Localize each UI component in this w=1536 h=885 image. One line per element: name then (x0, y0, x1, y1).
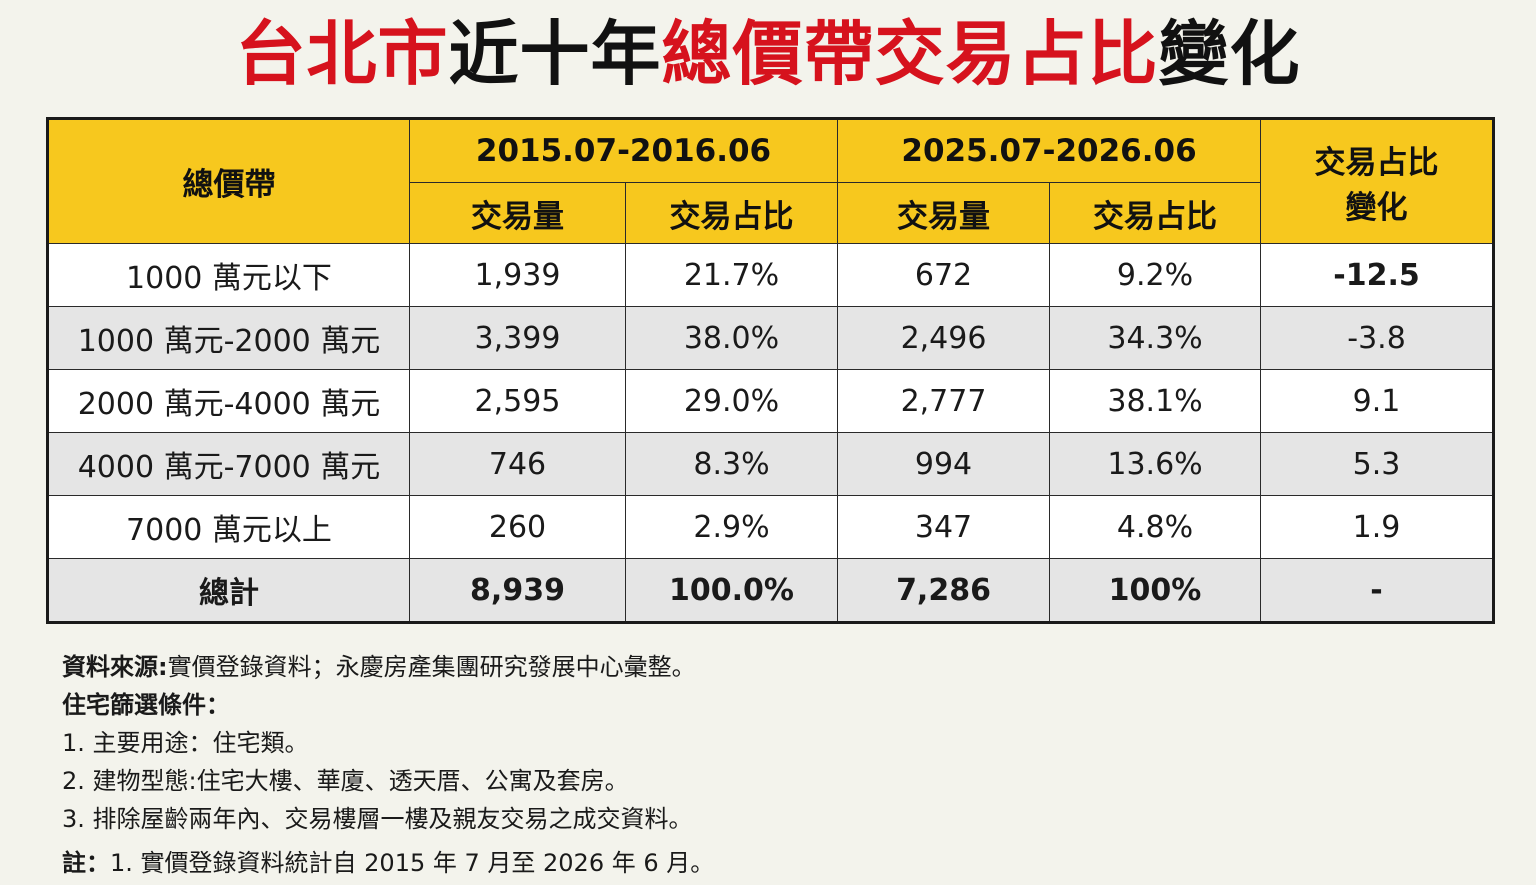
table-row: 7000 萬元以上 260 2.9% 347 4.8% 1.9 (47, 495, 1495, 559)
volume-cell: 672 (837, 243, 1051, 307)
share-cell: 9.2% (1049, 243, 1262, 307)
price-band-cell: 1000 萬元-2000 萬元 (47, 306, 410, 370)
notes-section: 資料來源:實價登錄資料；永慶房產集團研究發展中心彙整。 住宅篩選條件： 1. 主… (62, 648, 714, 882)
share-cell: 2.9% (624, 495, 839, 559)
header-row-2: 交易量 交易占比 交易量 交易占比 (48, 182, 1494, 244)
price-band-cell: 7000 萬元以上 (47, 495, 410, 559)
total-share-cell: 100.0% (624, 558, 839, 623)
volume-cell: 347 (837, 495, 1051, 559)
remark-text: 1. 實價登錄資料統計自 2015 年 7 月至 2026 年 6 月。 (110, 849, 715, 877)
period-1-header: 2015.07-2016.06 (408, 118, 839, 183)
volume-cell: 260 (409, 495, 626, 559)
share-cell: 4.8% (1049, 495, 1262, 559)
price-band-table: 總價帶 2015.07-2016.06 2025.07-2026.06 交易占比… (46, 117, 1496, 624)
criteria-item: 1. 主要用途：住宅類。 (62, 729, 309, 757)
price-band-cell: 2000 萬元-4000 萬元 (47, 369, 410, 433)
total-row: 總計 8,939 100.0% 7,286 100% - (47, 558, 1495, 623)
share-change-header: 交易占比 變化 (1260, 118, 1495, 244)
share-cell: 8.3% (624, 432, 839, 496)
share-cell: 34.3% (1049, 306, 1262, 370)
title-part-4: 變化 (1158, 13, 1301, 95)
criteria-item: 3. 排除屋齡兩年內、交易樓層一樓及親友交易之成交資料。 (62, 805, 693, 833)
share-change-header-line2: 變化 (1345, 189, 1408, 226)
share-change-cell: 9.1 (1260, 369, 1495, 433)
source-line: 資料來源:實價登錄資料；永慶房產集團研究發展中心彙整。 (62, 648, 714, 686)
header-row-1: 總價帶 2015.07-2016.06 2025.07-2026.06 交易占比… (47, 118, 1495, 244)
share-cell: 38.1% (1049, 369, 1262, 433)
remark-label: 註： (62, 849, 110, 877)
volume-cell: 994 (837, 432, 1051, 496)
total-volume-cell: 8,939 (409, 558, 626, 623)
period-2-header: 2025.07-2026.06 (837, 118, 1262, 183)
total-share-cell: 100% (1049, 558, 1262, 623)
share-change-header-line1: 交易占比 (1314, 144, 1439, 181)
period-1-volume-header: 交易量 (409, 182, 626, 244)
table-row: 2000 萬元-4000 萬元 2,595 29.0% 2,777 38.1% … (47, 369, 1495, 433)
total-change-cell: - (1260, 558, 1495, 623)
total-label-cell: 總計 (47, 558, 410, 623)
share-change-cell: -3.8 (1260, 306, 1495, 370)
share-change-cell: 5.3 (1260, 432, 1495, 496)
title-part-2: 近十年 (448, 13, 662, 95)
period-2-volume-header: 交易量 (837, 182, 1051, 244)
remark-line: 註：1. 實價登錄資料統計自 2015 年 7 月至 2026 年 6 月。 (62, 844, 714, 882)
source-label: 資料來源: (62, 653, 168, 681)
share-change-cell: -12.5 (1260, 243, 1495, 307)
source-text: 實價登錄資料；永慶房產集團研究發展中心彙整。 (167, 653, 696, 681)
price-band-header: 總價帶 (47, 118, 410, 244)
share-cell: 29.0% (624, 369, 839, 433)
volume-cell: 3,399 (409, 306, 626, 370)
share-cell: 13.6% (1049, 432, 1262, 496)
volume-cell: 2,777 (837, 369, 1051, 433)
share-cell: 21.7% (624, 243, 839, 307)
criteria-label: 住宅篩選條件： (62, 691, 230, 719)
table-row: 1000 萬元以下 1,939 21.7% 672 9.2% -12.5 (47, 243, 1495, 307)
table-row: 1000 萬元-2000 萬元 3,399 38.0% 2,496 34.3% … (47, 306, 1495, 370)
title-part-1: 台北市 (235, 13, 449, 95)
price-band-cell: 1000 萬元以下 (47, 243, 410, 307)
price-band-cell: 4000 萬元-7000 萬元 (47, 432, 410, 496)
volume-cell: 2,496 (837, 306, 1051, 370)
criteria-item: 2. 建物型態:住宅大樓、華廈、透天厝、公寓及套房。 (62, 767, 629, 795)
period-1-share-header: 交易占比 (624, 182, 839, 244)
title-part-3: 總價帶交易占比 (661, 13, 1159, 95)
period-2-share-header: 交易占比 (1049, 182, 1262, 244)
share-cell: 38.0% (624, 306, 839, 370)
share-change-cell: 1.9 (1260, 495, 1495, 559)
volume-cell: 1,939 (409, 243, 626, 307)
page-title: 台北市近十年總價帶交易占比變化 (0, 8, 1536, 100)
total-volume-cell: 7,286 (837, 558, 1051, 623)
volume-cell: 2,595 (409, 369, 626, 433)
table-row: 4000 萬元-7000 萬元 746 8.3% 994 13.6% 5.3 (47, 432, 1495, 496)
volume-cell: 746 (409, 432, 626, 496)
